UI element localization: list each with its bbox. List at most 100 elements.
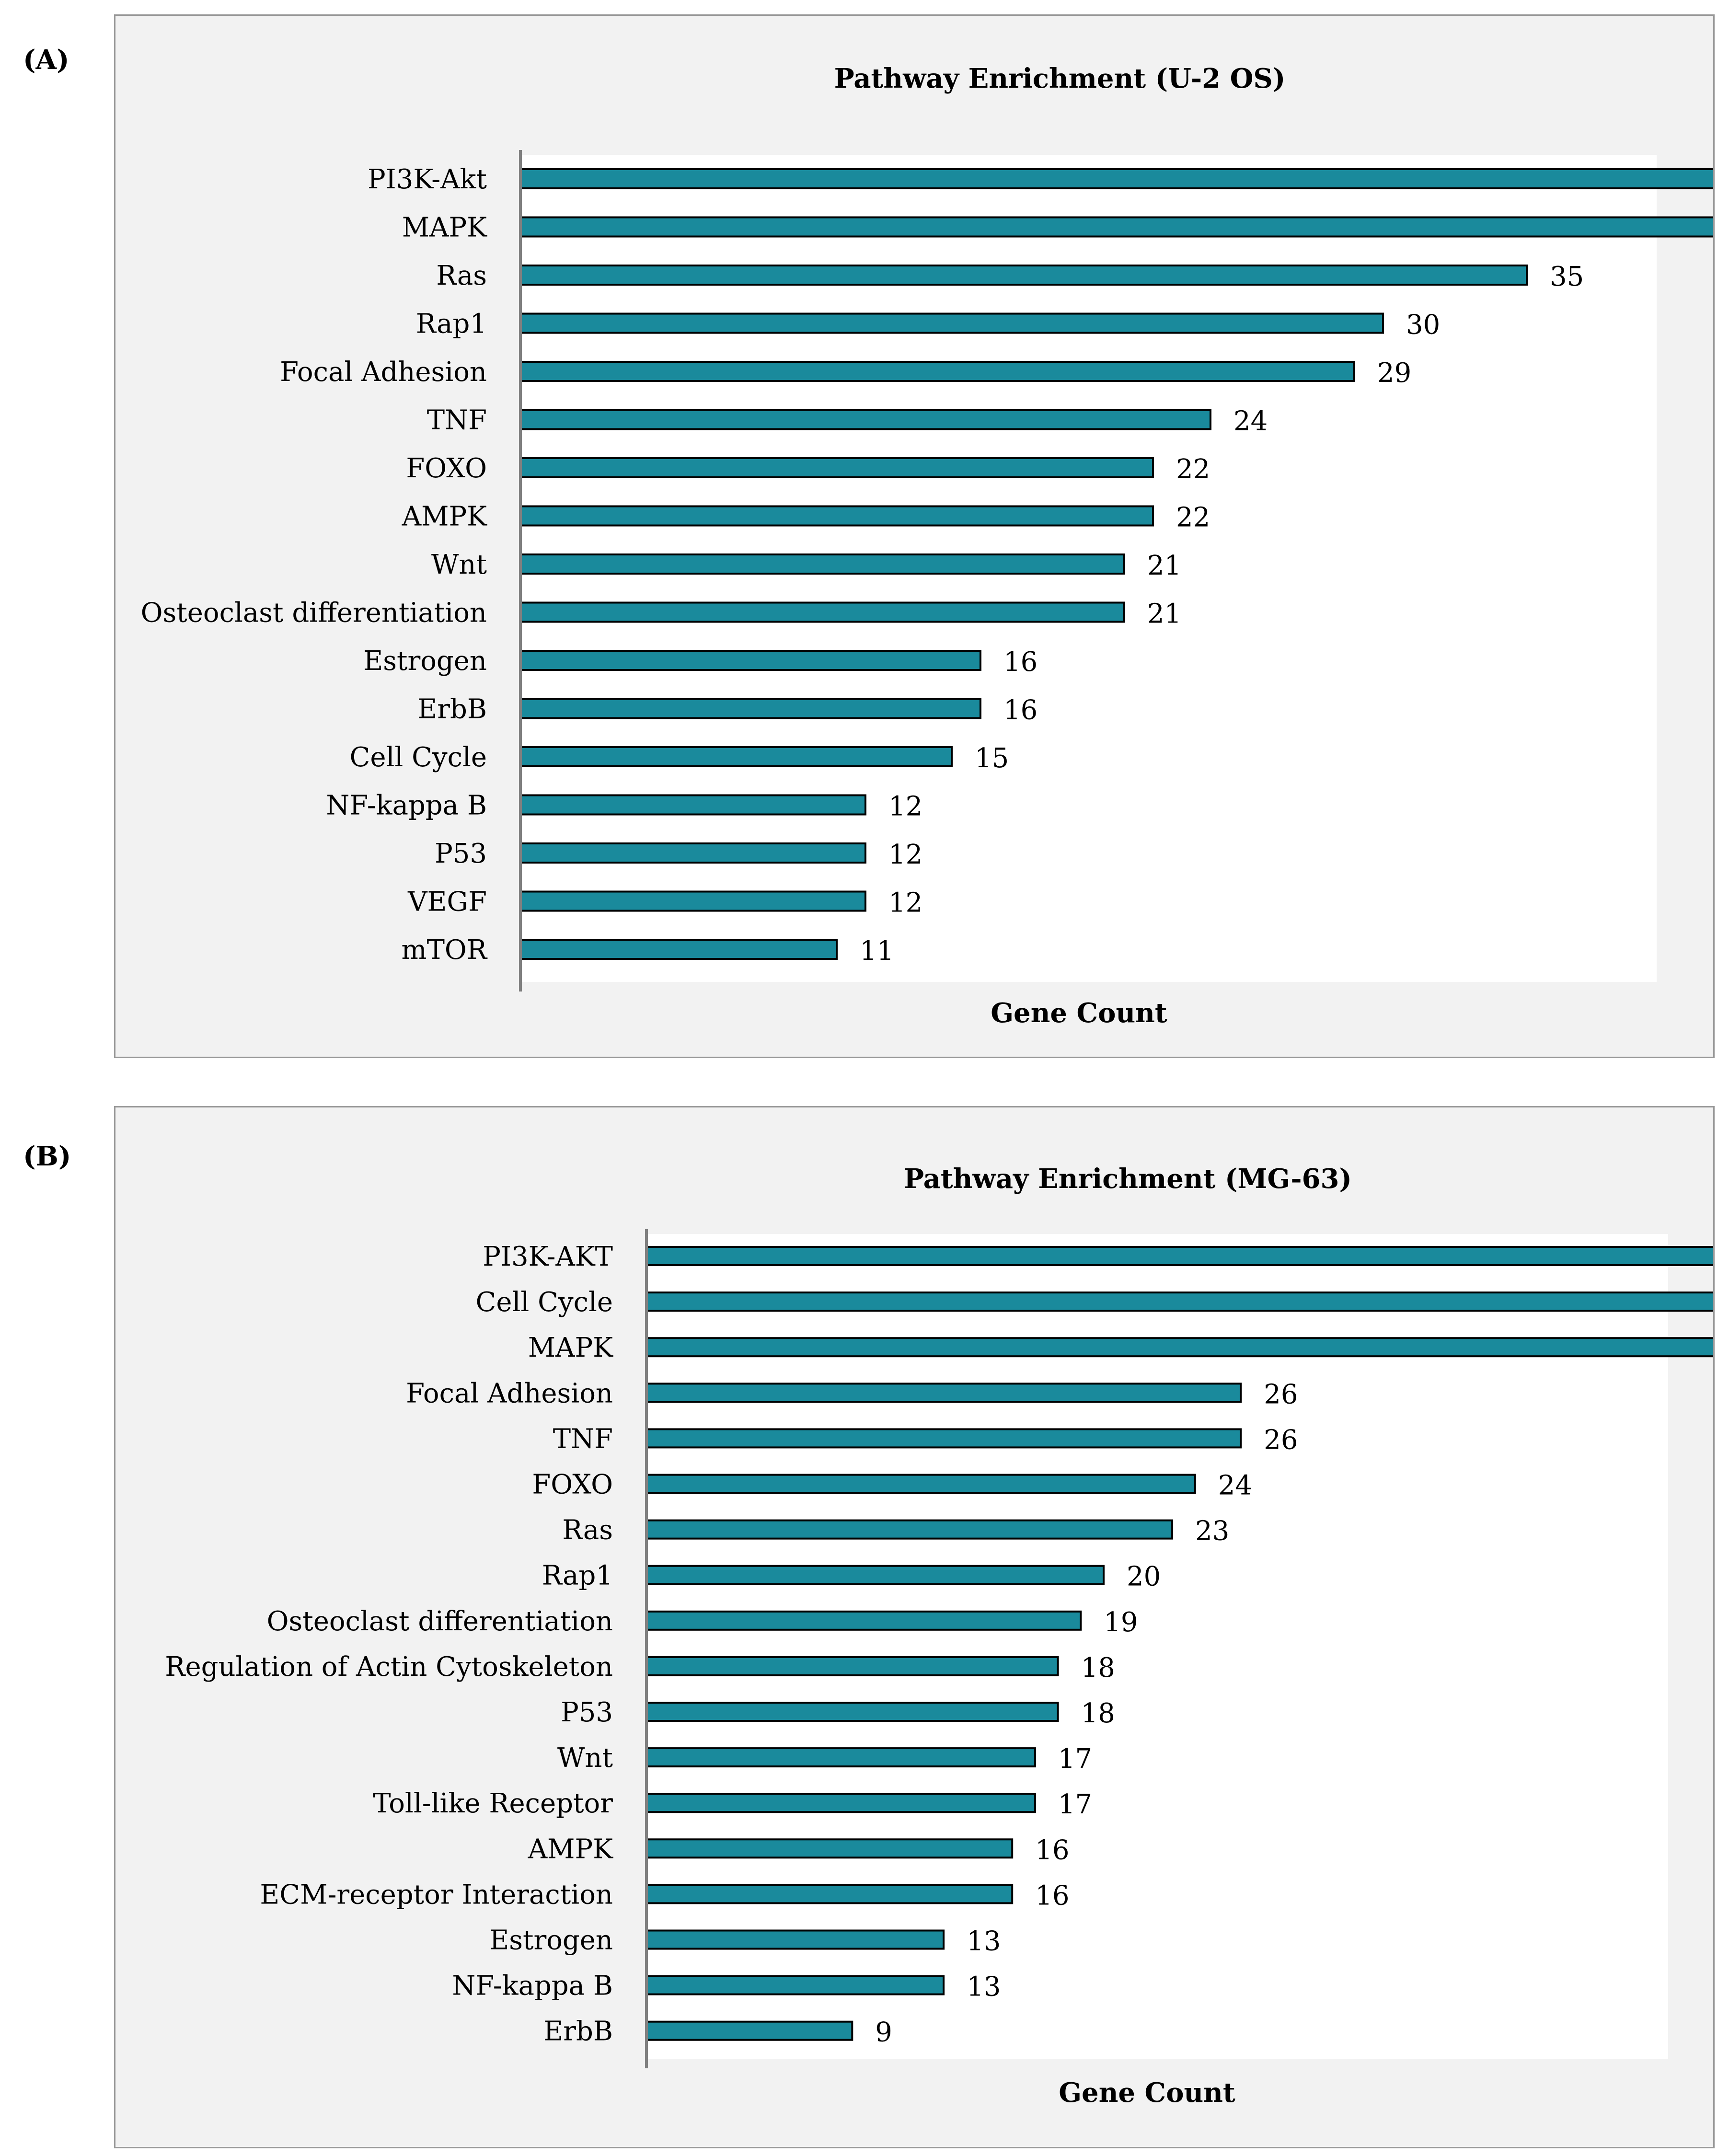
category-label-b-12: Toll-like Receptor [373,1788,613,1819]
category-label-b-3: Focal Adhesion [406,1378,613,1409]
category-label-a-3: Rap1 [416,309,487,340]
bar-a-4 [519,361,1355,382]
data-label-b-17: 9 [875,2017,892,2048]
bar-b-3 [645,1383,1242,1403]
data-label-a-7: 22 [1176,502,1210,533]
category-label-a-1: MAPK [402,212,487,243]
data-label-a-8: 21 [1147,550,1181,581]
data-label-a-10: 16 [1003,646,1037,678]
category-label-b-13: AMPK [528,1833,613,1865]
category-label-b-5: FOXO [532,1469,613,1500]
data-label-b-7: 20 [1127,1561,1161,1592]
category-label-b-11: Wnt [557,1742,613,1774]
category-label-a-6: FOXO [406,453,487,484]
bar-a-14 [519,842,866,864]
bar-b-16 [645,1975,945,1995]
bar-b-1 [645,1291,1729,1312]
category-label-a-13: NF-kappa B [326,790,487,821]
category-label-a-12: Cell Cycle [349,742,487,773]
bar-b-0 [645,1246,1729,1266]
data-label-a-5: 24 [1233,406,1268,437]
bar-b-4 [645,1428,1242,1449]
plot-area-b [645,1234,1668,2059]
bar-a-8 [519,553,1125,575]
category-label-a-16: mTOR [401,934,487,966]
category-label-a-14: P53 [435,838,487,869]
chart-frame-a: Pathway Enrichment (U-2 OS)PI3K-Akt53MAP… [114,14,1729,1058]
category-label-b-8: Osteoclast differentiation [267,1606,613,1637]
data-label-b-10: 18 [1081,1698,1115,1729]
bar-a-12 [519,746,953,767]
bar-a-1 [519,216,1729,238]
data-label-b-6: 23 [1195,1516,1229,1547]
bar-a-11 [519,698,981,719]
bar-a-2 [519,265,1528,286]
category-label-b-15: Estrogen [489,1925,613,1956]
data-label-a-15: 12 [888,888,922,919]
chart-a: Pathway Enrichment (U-2 OS)PI3K-Akt53MAP… [141,63,1729,1029]
category-label-a-10: Estrogen [363,646,487,677]
data-label-a-2: 35 [1550,261,1584,292]
bar-b-12 [645,1793,1036,1813]
data-label-b-9: 18 [1081,1652,1115,1683]
chart-b: Pathway Enrichment (MG-63)PI3K-AKT62Cell… [165,1163,1729,2109]
chart-title-b: Pathway Enrichment (MG-63) [904,1163,1352,1195]
data-label-a-4: 29 [1377,357,1411,389]
category-label-a-2: Ras [436,260,487,291]
category-label-a-4: Focal Adhesion [280,357,487,388]
bar-a-10 [519,650,981,671]
chart-title-a: Pathway Enrichment (U-2 OS) [834,63,1286,94]
category-label-a-5: TNF [427,405,487,436]
bar-b-10 [645,1702,1059,1722]
category-label-b-7: Rap1 [542,1560,613,1591]
data-label-b-13: 16 [1035,1834,1069,1866]
bar-a-7 [519,505,1154,527]
data-label-a-16: 11 [860,935,894,967]
category-label-b-6: Ras [562,1515,613,1546]
bar-a-5 [519,409,1211,430]
data-label-a-6: 22 [1176,454,1210,485]
bar-a-9 [519,601,1125,623]
bar-b-7 [645,1565,1105,1585]
bar-b-11 [645,1747,1036,1768]
category-label-b-4: TNF [553,1423,613,1454]
data-label-b-11: 17 [1058,1743,1092,1775]
category-label-b-10: P53 [561,1697,613,1728]
x-axis-label-a: Gene Count [991,997,1167,1029]
data-label-a-11: 16 [1003,695,1037,726]
data-label-b-8: 19 [1104,1607,1138,1638]
bar-b-13 [645,1838,1014,1859]
category-label-a-7: AMPK [402,501,487,532]
bar-b-5 [645,1474,1196,1494]
data-label-b-12: 17 [1058,1789,1092,1820]
bar-a-16 [519,939,838,960]
data-label-b-4: 26 [1264,1424,1298,1455]
category-label-a-9: Osteoclast differentiation [141,598,487,629]
category-label-a-8: Wnt [431,549,487,580]
data-label-b-14: 16 [1035,1880,1069,1911]
bar-b-14 [645,1884,1014,1904]
panel-label-b: (B) [23,1141,71,1172]
bar-b-9 [645,1656,1059,1676]
bar-b-6 [645,1519,1174,1540]
category-label-b-2: MAPK [528,1332,613,1363]
bar-b-8 [645,1610,1082,1631]
category-label-a-0: PI3K-Akt [368,164,487,195]
data-label-b-16: 13 [967,1972,1001,2003]
category-label-b-14: ECM-receptor Interaction [260,1879,613,1910]
data-label-a-12: 15 [975,743,1009,774]
bar-b-15 [645,1929,945,1950]
category-label-a-15: VEGF [407,887,487,918]
bar-b-17 [645,2020,853,2041]
category-label-b-0: PI3K-AKT [483,1241,613,1272]
bar-a-3 [519,312,1384,334]
data-label-a-3: 30 [1406,310,1440,341]
data-label-a-9: 21 [1147,599,1181,630]
data-label-a-13: 12 [888,791,922,822]
data-label-b-15: 13 [967,1926,1001,1957]
data-label-b-3: 26 [1264,1379,1298,1410]
category-label-b-1: Cell Cycle [475,1287,613,1318]
category-label-b-17: ErbB [543,2016,613,2047]
x-axis-label-b: Gene Count [1059,2077,1235,2109]
data-label-b-5: 24 [1218,1470,1252,1501]
